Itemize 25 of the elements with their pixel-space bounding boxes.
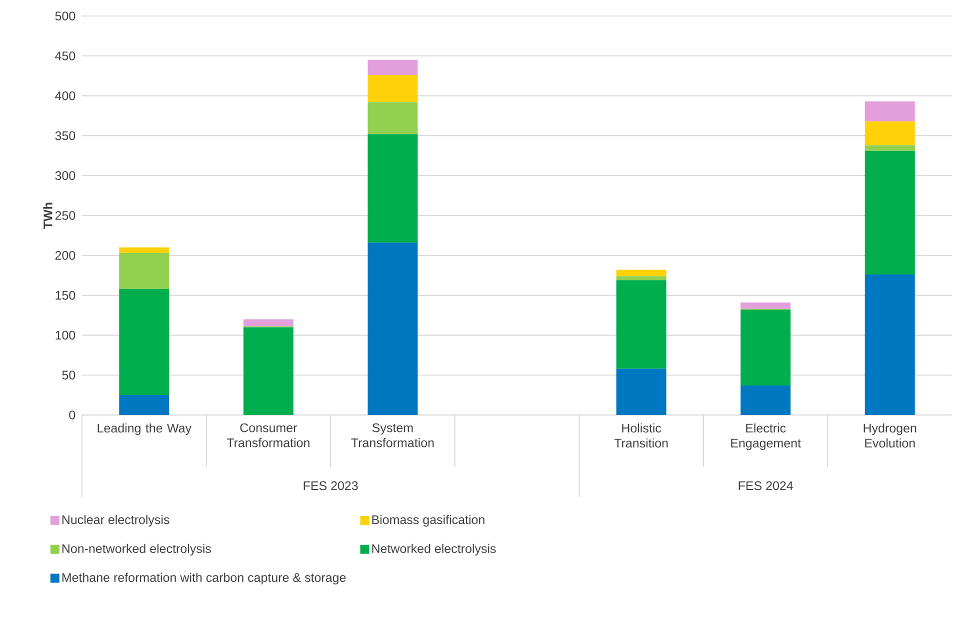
x-tick-label: Consumer Transformation <box>226 423 310 448</box>
y-tick-label: 0 <box>69 410 76 420</box>
legend-label: Nuclear electrolysis <box>62 514 170 527</box>
y-tick-label: 100 <box>56 330 76 340</box>
legend-label: Methane reformation with carbon capture & storage <box>62 572 346 584</box>
text: FES 2023 <box>304 481 358 490</box>
y-tick-label: 50 <box>62 370 76 380</box>
x-tick-label: Hydrogen Evolution <box>864 423 916 448</box>
x-tick-label: System Transformation <box>351 423 434 448</box>
y-axis-title: TWh <box>43 202 52 229</box>
y-tick-label: 500 <box>55 12 76 20</box>
legend-label: Non-networked electrolysis <box>62 544 211 556</box>
y-tick-label: 300 <box>55 171 76 180</box>
text: FES 2024 <box>738 481 793 490</box>
y-tick-label: 350 <box>55 131 76 140</box>
legend-label: Biomass gasification <box>372 514 484 527</box>
x-tick-label: Leading the Way <box>98 423 192 436</box>
y-tick-label: 250 <box>55 211 76 220</box>
x-tick-label: Holistic Transition <box>614 423 668 448</box>
y-tick-label: 400 <box>55 91 76 100</box>
x-tick-label: Electric Engagement <box>731 423 801 450</box>
y-tick-label: 150 <box>56 290 76 300</box>
y-tick-label: 200 <box>55 250 76 260</box>
legend-label: Networked electrolysis <box>372 544 496 556</box>
y-tick-label: 450 <box>55 51 76 60</box>
